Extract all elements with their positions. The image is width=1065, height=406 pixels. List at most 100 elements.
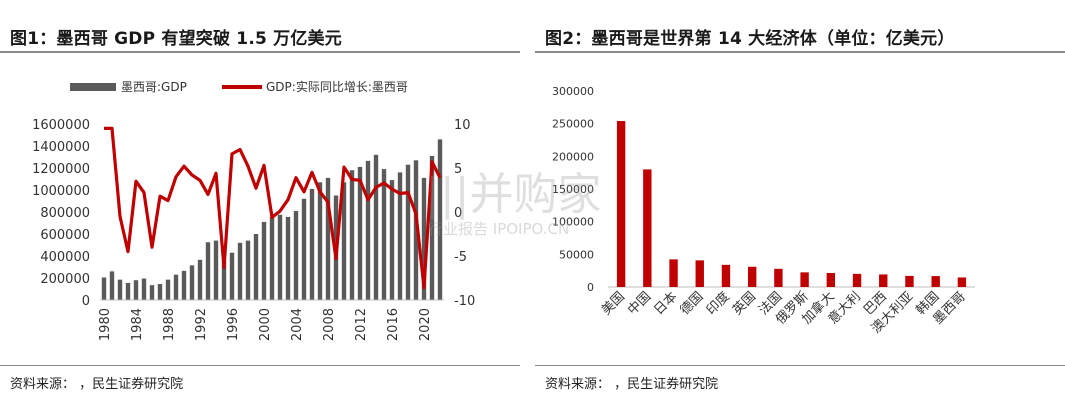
- country-bar: [852, 273, 862, 287]
- y-tick-label: 150000: [552, 183, 594, 196]
- y-right-tick-label: -5: [454, 250, 467, 265]
- country-bar: [905, 275, 914, 287]
- gdp-bar: [141, 278, 147, 300]
- gdp-bar: [325, 177, 331, 300]
- chart1-title: 图1：墨西哥 GDP 有望突破 1.5 万亿美元: [10, 29, 342, 49]
- x-tick-label: 2012: [354, 308, 369, 341]
- gdp-bar: [293, 210, 299, 300]
- y-left-tick-label: 400000: [40, 250, 90, 265]
- y-left-tick-label: 1400000: [32, 140, 90, 155]
- x-tick-label: 2016: [386, 308, 401, 341]
- y-left-tick-label: 1000000: [32, 184, 90, 199]
- gdp-bar: [125, 282, 131, 300]
- gdp-bar: [341, 182, 347, 300]
- category-label: 中国: [625, 289, 654, 318]
- gdp-bar: [189, 265, 195, 300]
- chart2-title: 图2：墨西哥是世界第 14 大经济体（单位：亿美元）: [545, 29, 955, 49]
- gdp-bar: [205, 242, 211, 300]
- gdp-bar: [165, 279, 171, 300]
- gdp-bar: [373, 154, 379, 300]
- gdp-bar: [197, 259, 203, 300]
- gdp-bar: [261, 221, 267, 300]
- gdp-bar: [317, 182, 323, 300]
- gdp-combo-chart: 墨西哥:GDP GDP:实际同比增长:墨西哥 0 200000 400000 600000…: [32, 79, 475, 341]
- country-bar: [826, 273, 836, 287]
- x-tick-label: 2008: [322, 308, 337, 341]
- country-bar: [695, 260, 704, 287]
- y-tick-label: 250000: [552, 118, 594, 131]
- gdp-bar: [101, 277, 107, 300]
- x-tick-label: 2004: [290, 308, 305, 341]
- chart1-title-rule: [0, 51, 520, 53]
- x-tick-label: 1996: [226, 308, 241, 341]
- x-tick-label: 1992: [194, 308, 209, 341]
- chart2-source-note: 资料来源： ，民生证券研究院: [545, 377, 719, 392]
- country-bar: [879, 274, 888, 287]
- y-right-tick-label: -10: [454, 294, 475, 309]
- y-right-tick-label: 5: [454, 162, 462, 177]
- country-bar: [931, 276, 940, 287]
- gdp-bar: [365, 160, 371, 300]
- x-tick-label: 1984: [130, 308, 145, 341]
- gdp-bar: [237, 242, 243, 300]
- legend-swatch-gdp: [70, 83, 116, 91]
- y-tick-label: 100000: [552, 216, 594, 229]
- gdp-bar: [213, 240, 219, 300]
- y-left-tick-label: 1200000: [32, 162, 90, 177]
- gdp-bar: [245, 240, 251, 300]
- y-left-tick-label: 200000: [40, 272, 90, 287]
- gdp-bar: [397, 172, 403, 300]
- chart1-source-rule: [0, 365, 520, 366]
- gdp-bar: [421, 177, 427, 300]
- gdp-bar: [357, 166, 363, 300]
- gdp-bar: [173, 274, 179, 300]
- gdp-bar: [309, 188, 315, 300]
- x-tick-label: 2020: [418, 308, 433, 341]
- category-label: 英国: [730, 289, 759, 318]
- category-label: 德国: [678, 289, 707, 318]
- country-bar: [721, 264, 731, 287]
- category-label: 印度: [703, 289, 733, 319]
- gdp-bar: [149, 285, 155, 300]
- country-bar: [747, 266, 757, 287]
- y-right-tick-label: 10: [454, 118, 471, 133]
- gdp-bar: [429, 155, 435, 300]
- country-bar: [643, 169, 652, 287]
- y-tick-label: 300000: [552, 85, 594, 98]
- gdp-bar: [269, 216, 275, 300]
- gdp-trend-panel: 图1：墨西哥 GDP 有望突破 1.5 万亿美元 墨西哥:GDP GDP:实际同比…: [0, 0, 520, 406]
- gdp-bar: [301, 198, 307, 300]
- category-label: 美国: [599, 289, 628, 318]
- economy-size-bar-chart: 0 50000 100000 150000 200000 250000 300000 美国中国…: [552, 85, 975, 337]
- y-left-tick-label: 0: [82, 294, 90, 309]
- category-label: 日本: [651, 289, 680, 318]
- country-bar: [957, 277, 967, 287]
- country-bar: [669, 259, 678, 287]
- gdp-bar: [277, 214, 283, 300]
- economy-ranking-panel: 图2：墨西哥是世界第 14 大经济体（单位：亿美元） 0 50000 100000 1…: [535, 0, 1065, 406]
- gdp-bar: [413, 160, 419, 300]
- country-bar: [774, 268, 783, 287]
- chart1-source-note: 资料来源： ，民生证券研究院: [10, 377, 184, 392]
- gdp-bar: [381, 169, 387, 300]
- gdp-bar: [221, 260, 227, 300]
- country-bar: [800, 272, 809, 287]
- y-tick-label: 200000: [552, 150, 594, 163]
- y-left-tick-label: 1600000: [32, 118, 90, 133]
- gdp-bar: [133, 280, 139, 300]
- gdp-bar: [253, 234, 259, 300]
- x-tick-label: 1980: [98, 308, 113, 341]
- country-bar: [616, 121, 626, 287]
- y-tick-label: 0: [587, 281, 594, 294]
- x-tick-label: 2000: [258, 308, 273, 341]
- gdp-bar: [349, 170, 355, 300]
- gdp-bar: [229, 252, 235, 300]
- growth-line: [104, 126, 442, 290]
- gdp-bar: [109, 271, 115, 300]
- chart2-title-rule: [535, 51, 1065, 53]
- gdp-bar: [157, 284, 163, 300]
- gdp-bar: [437, 139, 443, 300]
- gdp-bar: [389, 180, 395, 300]
- gdp-bar: [285, 216, 291, 300]
- x-tick-label: 1988: [162, 308, 177, 341]
